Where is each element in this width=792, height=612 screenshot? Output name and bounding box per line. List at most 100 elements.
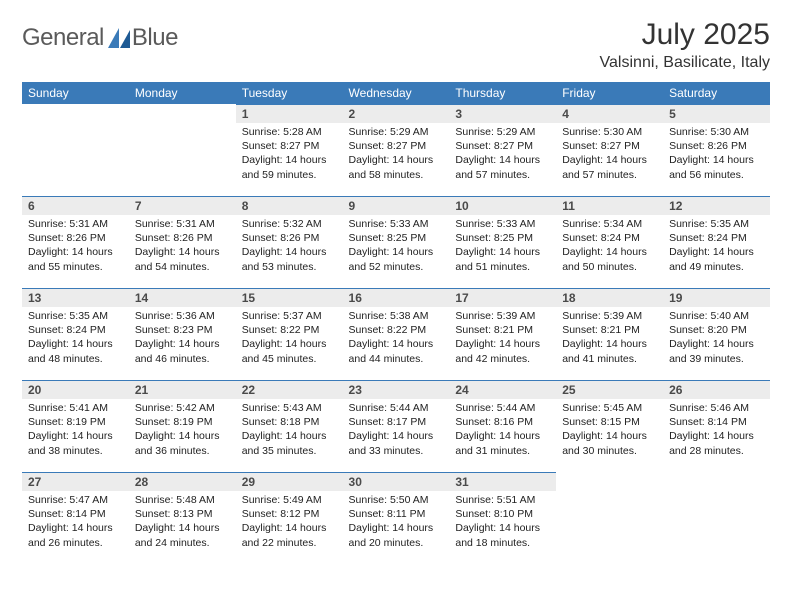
sunset-line: Sunset: 8:24 PM [28,324,106,336]
title-block: July 2025 Valsinni, Basilicate, Italy [600,18,770,72]
day-details: Sunrise: 5:33 AMSunset: 8:25 PMDaylight:… [343,215,450,278]
sunrise-line: Sunrise: 5:46 AM [669,402,749,414]
day-number: 5 [663,104,770,123]
sunset-line: Sunset: 8:25 PM [349,232,427,244]
sunset-line: Sunset: 8:24 PM [562,232,640,244]
day-number: 26 [663,380,770,399]
logo-word1: General [22,24,104,52]
day-details: Sunrise: 5:49 AMSunset: 8:12 PMDaylight:… [236,491,343,554]
sunset-line: Sunset: 8:26 PM [28,232,106,244]
day-details: Sunrise: 5:38 AM Sunset: 8:22 PM Daylight:… [343,307,450,370]
sunrise-line: Sunrise: 5:31 AM [135,218,215,230]
calendar-cell: 23Sunrise: 5:44 AMSunset: 8:17 PMDayligh… [343,380,450,472]
sunrise-line: Sunrise: 5:31 AM [28,218,108,230]
daylight-line: Daylight: 14 hours and 51 minutes. [455,246,540,272]
weekday-header: Wednesday [343,82,450,104]
daylight-line: Daylight: 14 hours and 36 minutes. [135,430,220,456]
sunrise-line: Sunrise: 5:30 AM [562,126,642,138]
calendar-cell: 28Sunrise: 5:48 AMSunset: 8:13 PMDayligh… [129,472,236,564]
daylight-line: Daylight: 14 hours and 52 minutes. [349,246,434,272]
sunset-line: Sunset: 8:27 PM [562,140,640,152]
daylight-line: Daylight: 14 hours and 57 minutes. [455,154,540,180]
day-number: 20 [22,380,129,399]
day-details: Sunrise: 5:32 AMSunset: 8:26 PMDaylight:… [236,215,343,278]
calendar-cell [129,104,236,196]
weekday-header: Tuesday [236,82,343,104]
calendar-cell: 13Sunrise: 5:35 AMSunset: 8:24 PMDayligh… [22,288,129,380]
sunset-line: Sunset: 8:22 PM [242,324,320,336]
daylight-line: Daylight: 14 hours and 30 minutes. [562,430,647,456]
day-details: Sunrise: 5:30 AMSunset: 8:26 PMDaylight:… [663,123,770,186]
sunrise-line: Sunrise: 5:45 AM [562,402,642,414]
day-details: Sunrise: 5:30 AM Sunset: 8:27 PM Daylight:… [556,123,663,186]
calendar-cell: 20Sunrise: 5:41 AMSunset: 8:19 PMDayligh… [22,380,129,472]
sunset-line: Sunset: 8:22 PM [349,324,427,336]
daylight-line: Daylight: 14 hours and 42 minutes. [455,338,540,364]
calendar-cell: 9Sunrise: 5:33 AMSunset: 8:25 PMDaylight… [343,196,450,288]
weekday-header: Sunday [22,82,129,104]
sunrise-line: Sunrise: 5:38 AM [349,310,429,322]
calendar-cell: 21Sunrise: 5:42 AMSunset: 8:19 PMDayligh… [129,380,236,472]
daylight-line: Daylight: 14 hours and 35 minutes. [242,430,327,456]
sunrise-line: Sunrise: 5:36 AM [135,310,215,322]
calendar-cell: 12Sunrise: 5:35 AMSunset: 8:24 PMDayligh… [663,196,770,288]
sunset-line: Sunset: 8:11 PM [349,508,426,520]
day-details: Sunrise: 5:51 AMSunset: 8:10 PMDaylight:… [449,491,556,554]
sunset-line: Sunset: 8:26 PM [242,232,320,244]
day-number: 24 [449,380,556,399]
calendar-cell: 2Sunrise: 5:29 AMSunset: 8:27 PMDaylight… [343,104,450,196]
sunset-line: Sunset: 8:27 PM [242,140,320,152]
sunset-line: Sunset: 8:16 PM [455,416,533,428]
day-details: Sunrise: 5:42 AMSunset: 8:19 PMDaylight:… [129,399,236,462]
calendar-cell: 11Sunrise: 5:34 AMSunset: 8:24 PMDayligh… [556,196,663,288]
daylight-line: Daylight: 14 hours and 48 minutes. [28,338,113,364]
sail-icon [108,28,130,48]
sunrise-line: Sunrise: 5:35 AM [669,218,749,230]
day-details: Sunrise: 5:50 AMSunset: 8:11 PMDaylight:… [343,491,450,554]
sunrise-line: Sunrise: 5:44 AM [349,402,429,414]
calendar-header-row: SundayMondayTuesdayWednesdayThursdayFrid… [22,82,770,104]
sunset-line: Sunset: 8:27 PM [455,140,533,152]
sunset-line: Sunset: 8:17 PM [349,416,427,428]
daylight-line: Daylight: 14 hours and 49 minutes. [669,246,754,272]
day-number: 7 [129,196,236,215]
weekday-header: Saturday [663,82,770,104]
location-subtitle: Valsinni, Basilicate, Italy [600,54,770,72]
day-details: Sunrise: 5:44 AMSunset: 8:17 PMDaylight:… [343,399,450,462]
calendar-cell: 31Sunrise: 5:51 AMSunset: 8:10 PMDayligh… [449,472,556,564]
daylight-line: Daylight: 14 hours and 41 minutes. [562,338,647,364]
calendar-week-row: 27Sunrise: 5:47 AMSunset: 8:14 PMDayligh… [22,472,770,564]
calendar-cell: 15Sunrise: 5:37 AMSunset: 8:22 PMDayligh… [236,288,343,380]
calendar-table: SundayMondayTuesdayWednesdayThursdayFrid… [22,82,770,564]
sunrise-line: Sunrise: 5:50 AM [349,494,429,506]
daylight-line: Daylight: 14 hours and 44 minutes. [349,338,434,364]
day-details: Sunrise: 5:29 AM Sunset: 8:27 PM Daylight:… [449,123,556,186]
calendar-cell: 25Sunrise: 5:45 AMSunset: 8:15 PMDayligh… [556,380,663,472]
daylight-line: Daylight: 14 hours and 18 minutes. [455,522,540,548]
daylight-line: Daylight: 14 hours and 50 minutes. [562,246,647,272]
sunset-line: Sunset: 8:14 PM [28,508,106,520]
sunrise-line: Sunrise: 5:37 AM [242,310,322,322]
calendar-week-row: 20Sunrise: 5:41 AMSunset: 8:19 PMDayligh… [22,380,770,472]
logo-word2: Blue [132,24,178,52]
day-number: 16 [343,288,450,307]
daylight-line: Daylight: 14 hours and 45 minutes. [242,338,327,364]
daylight-line: Daylight: 14 hours and 59 minutes. [242,154,327,180]
daylight-line: Daylight: 14 hours and 57 minutes. [562,154,647,180]
calendar-cell: 19Sunrise: 5:40 AMSunset: 8:20 PMDayligh… [663,288,770,380]
day-number: 21 [129,380,236,399]
calendar-cell: 1Sunrise: 5:28 AMSunset: 8:27 PMDaylight… [236,104,343,196]
calendar-week-row: 13Sunrise: 5:35 AMSunset: 8:24 PMDayligh… [22,288,770,380]
daylight-line: Daylight: 14 hours and 38 minutes. [28,430,113,456]
weekday-header: Monday [129,82,236,104]
day-number: 8 [236,196,343,215]
day-details: Sunrise: 5:35 AMSunset: 8:24 PMDaylight:… [22,307,129,370]
calendar-cell [663,472,770,564]
day-number: 19 [663,288,770,307]
day-number: 28 [129,472,236,491]
sunset-line: Sunset: 8:14 PM [669,416,747,428]
sunrise-line: Sunrise: 5:29 AM [455,126,535,138]
sunset-line: Sunset: 8:18 PM [242,416,320,428]
day-number: 13 [22,288,129,307]
weekday-header: Friday [556,82,663,104]
